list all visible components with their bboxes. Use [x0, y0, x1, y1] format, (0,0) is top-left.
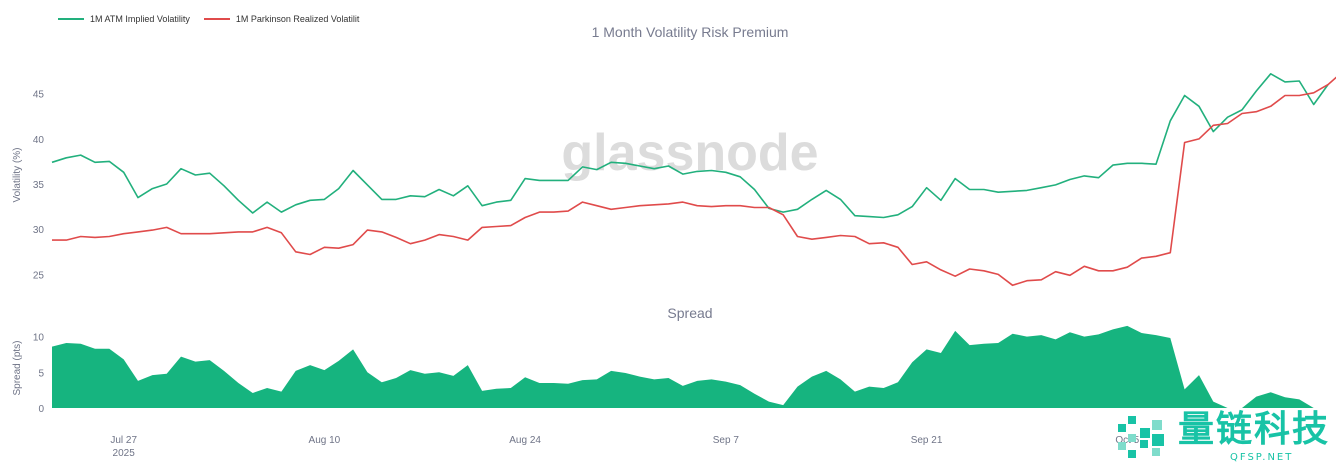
y-axis-label: Volatility (%): [12, 147, 23, 202]
brand-site: QFSP.NET: [1230, 452, 1294, 463]
legend-item-realized[interactable]: 1M Parkinson Realized Volatilit: [203, 14, 360, 24]
y-tick-label: 40: [33, 135, 45, 146]
spread-y-tick-label: 10: [33, 333, 45, 344]
spread-panel: Spread 0 5 10 Spread (pts): [12, 305, 1328, 415]
brand-logo-icon: [1118, 416, 1164, 458]
legend-swatch-realized: [203, 18, 230, 20]
spread-y-axis-label: Spread (pts): [12, 340, 23, 395]
legend-label-realized: 1M Parkinson Realized Volatilit: [235, 14, 360, 24]
legend-item-implied[interactable]: 1M ATM Implied Volatility: [58, 14, 190, 24]
x-tick-label: Aug 24: [509, 435, 541, 446]
x-tick-label: Oct 5: [1115, 435, 1139, 446]
legend-label-implied: 1M ATM Implied Volatility: [90, 14, 190, 24]
y-tick-label: 45: [33, 90, 45, 101]
implied-volatility-line: [51, 73, 1329, 219]
x-tick-label: Sep 7: [713, 435, 740, 446]
y-tick-label: 25: [33, 270, 45, 281]
legend-swatch-implied: [58, 18, 84, 20]
x-tick-label: Jul 27: [110, 435, 137, 446]
legend[interactable]: 1M ATM Implied Volatility 1M Parkinson R…: [58, 14, 373, 24]
x-axis: Jul 27 2025 Aug 10 Aug 24 Sep 7 Sep 21 Oct 5: [110, 435, 1139, 459]
brand-watermark: 量链科技 QFSP.NET: [1114, 408, 1336, 468]
x-tick-label: Aug 10: [309, 435, 341, 446]
brand-name: 量链科技: [1178, 409, 1331, 450]
realized-volatility-line: [52, 76, 1336, 287]
volatility-panel: 1 Month Volatility Risk Premium 25 30 35 40 4…: [12, 24, 1336, 287]
y-tick-label: 35: [33, 180, 45, 191]
spread-area: [52, 325, 1328, 408]
spread-y-tick-label: 5: [38, 368, 44, 379]
chart-title: 1 Month Volatility Risk Premium: [592, 24, 789, 40]
spread-title: Spread: [667, 305, 712, 321]
x-tick-label: Sep 21: [911, 435, 943, 446]
spread-y-tick-label: 0: [38, 404, 44, 415]
x-tick-year-label: 2025: [113, 448, 136, 459]
y-tick-label: 30: [33, 225, 45, 236]
